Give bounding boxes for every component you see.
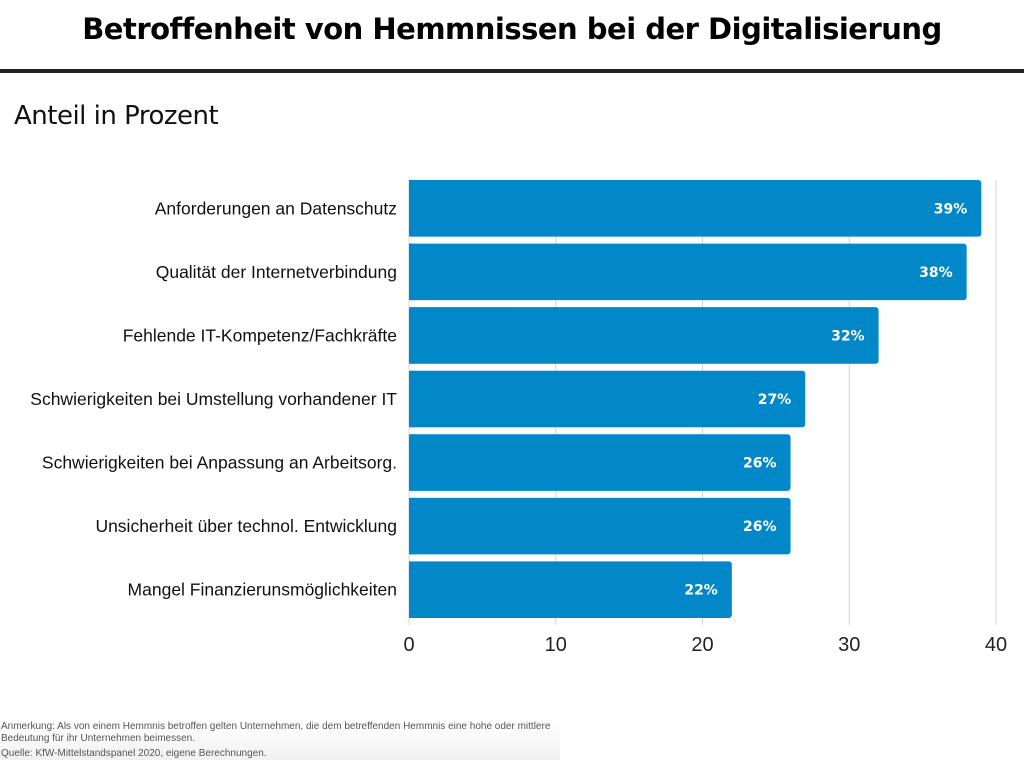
- bar-edge: [409, 243, 415, 301]
- category-label: Fehlende IT-Kompetenz/Fachkräfte: [123, 325, 397, 345]
- category-label: Schwierigkeiten bei Anpassung an Arbeits…: [42, 453, 397, 473]
- x-tick-label: 40: [985, 634, 1007, 656]
- bar: [409, 180, 982, 237]
- data-label: 39%: [934, 201, 968, 217]
- category-label: Unsicherheit über technol. Entwicklung: [95, 516, 397, 536]
- category-label: Anforderungen an Datenschutz: [155, 198, 397, 218]
- data-label: 27%: [758, 392, 792, 408]
- footnote-note: Anmerkung: Als von einem Hemmnis betroff…: [1, 721, 551, 744]
- bar: [409, 561, 732, 618]
- chart-subtitle: Anteil in Prozent: [14, 101, 219, 131]
- category-label: Schwierigkeiten bei Umstellung vorhanden…: [30, 389, 397, 409]
- x-tick-label: 20: [691, 634, 713, 656]
- bar-edge: [409, 434, 415, 491]
- bar: [409, 497, 791, 555]
- data-label: 22%: [684, 583, 718, 599]
- x-tick-label: 0: [403, 634, 414, 656]
- bar-edge: [409, 370, 415, 428]
- bars: 39% 38% 32% 27% 26% 26% 22%: [409, 180, 982, 618]
- x-axis-ticks: 0 10 20 30 40: [403, 634, 1007, 656]
- bar-edge: [409, 497, 415, 555]
- bar: [409, 434, 791, 491]
- bar-edge: [409, 561, 415, 618]
- data-label: 26%: [743, 519, 777, 535]
- bar: [409, 307, 879, 364]
- category-label: Qualität der Internetverbindung: [156, 262, 397, 282]
- data-label: 26%: [743, 456, 777, 472]
- bar-edge: [409, 307, 415, 364]
- x-tick-label: 10: [545, 634, 567, 656]
- title-divider: [0, 69, 1024, 73]
- category-labels: Anforderungen an Datenschutz Qualität der…: [30, 198, 397, 599]
- chart-title: Betroffenheit von Hemmnissen bei der Dig…: [82, 12, 942, 46]
- footnote: Anmerkung: Als von einem Hemmnis betroff…: [0, 721, 560, 760]
- x-tick-label: 30: [838, 634, 860, 656]
- bar: [409, 370, 806, 428]
- data-label: 38%: [919, 265, 953, 281]
- footnote-source: Quelle: KfW-Mittelstandspanel 2020, eige…: [1, 748, 267, 759]
- data-label: 32%: [831, 328, 865, 344]
- bar-edge: [409, 180, 415, 237]
- bar: [409, 243, 967, 301]
- category-label: Mangel Finanzierunsmöglichkeiten: [128, 580, 397, 600]
